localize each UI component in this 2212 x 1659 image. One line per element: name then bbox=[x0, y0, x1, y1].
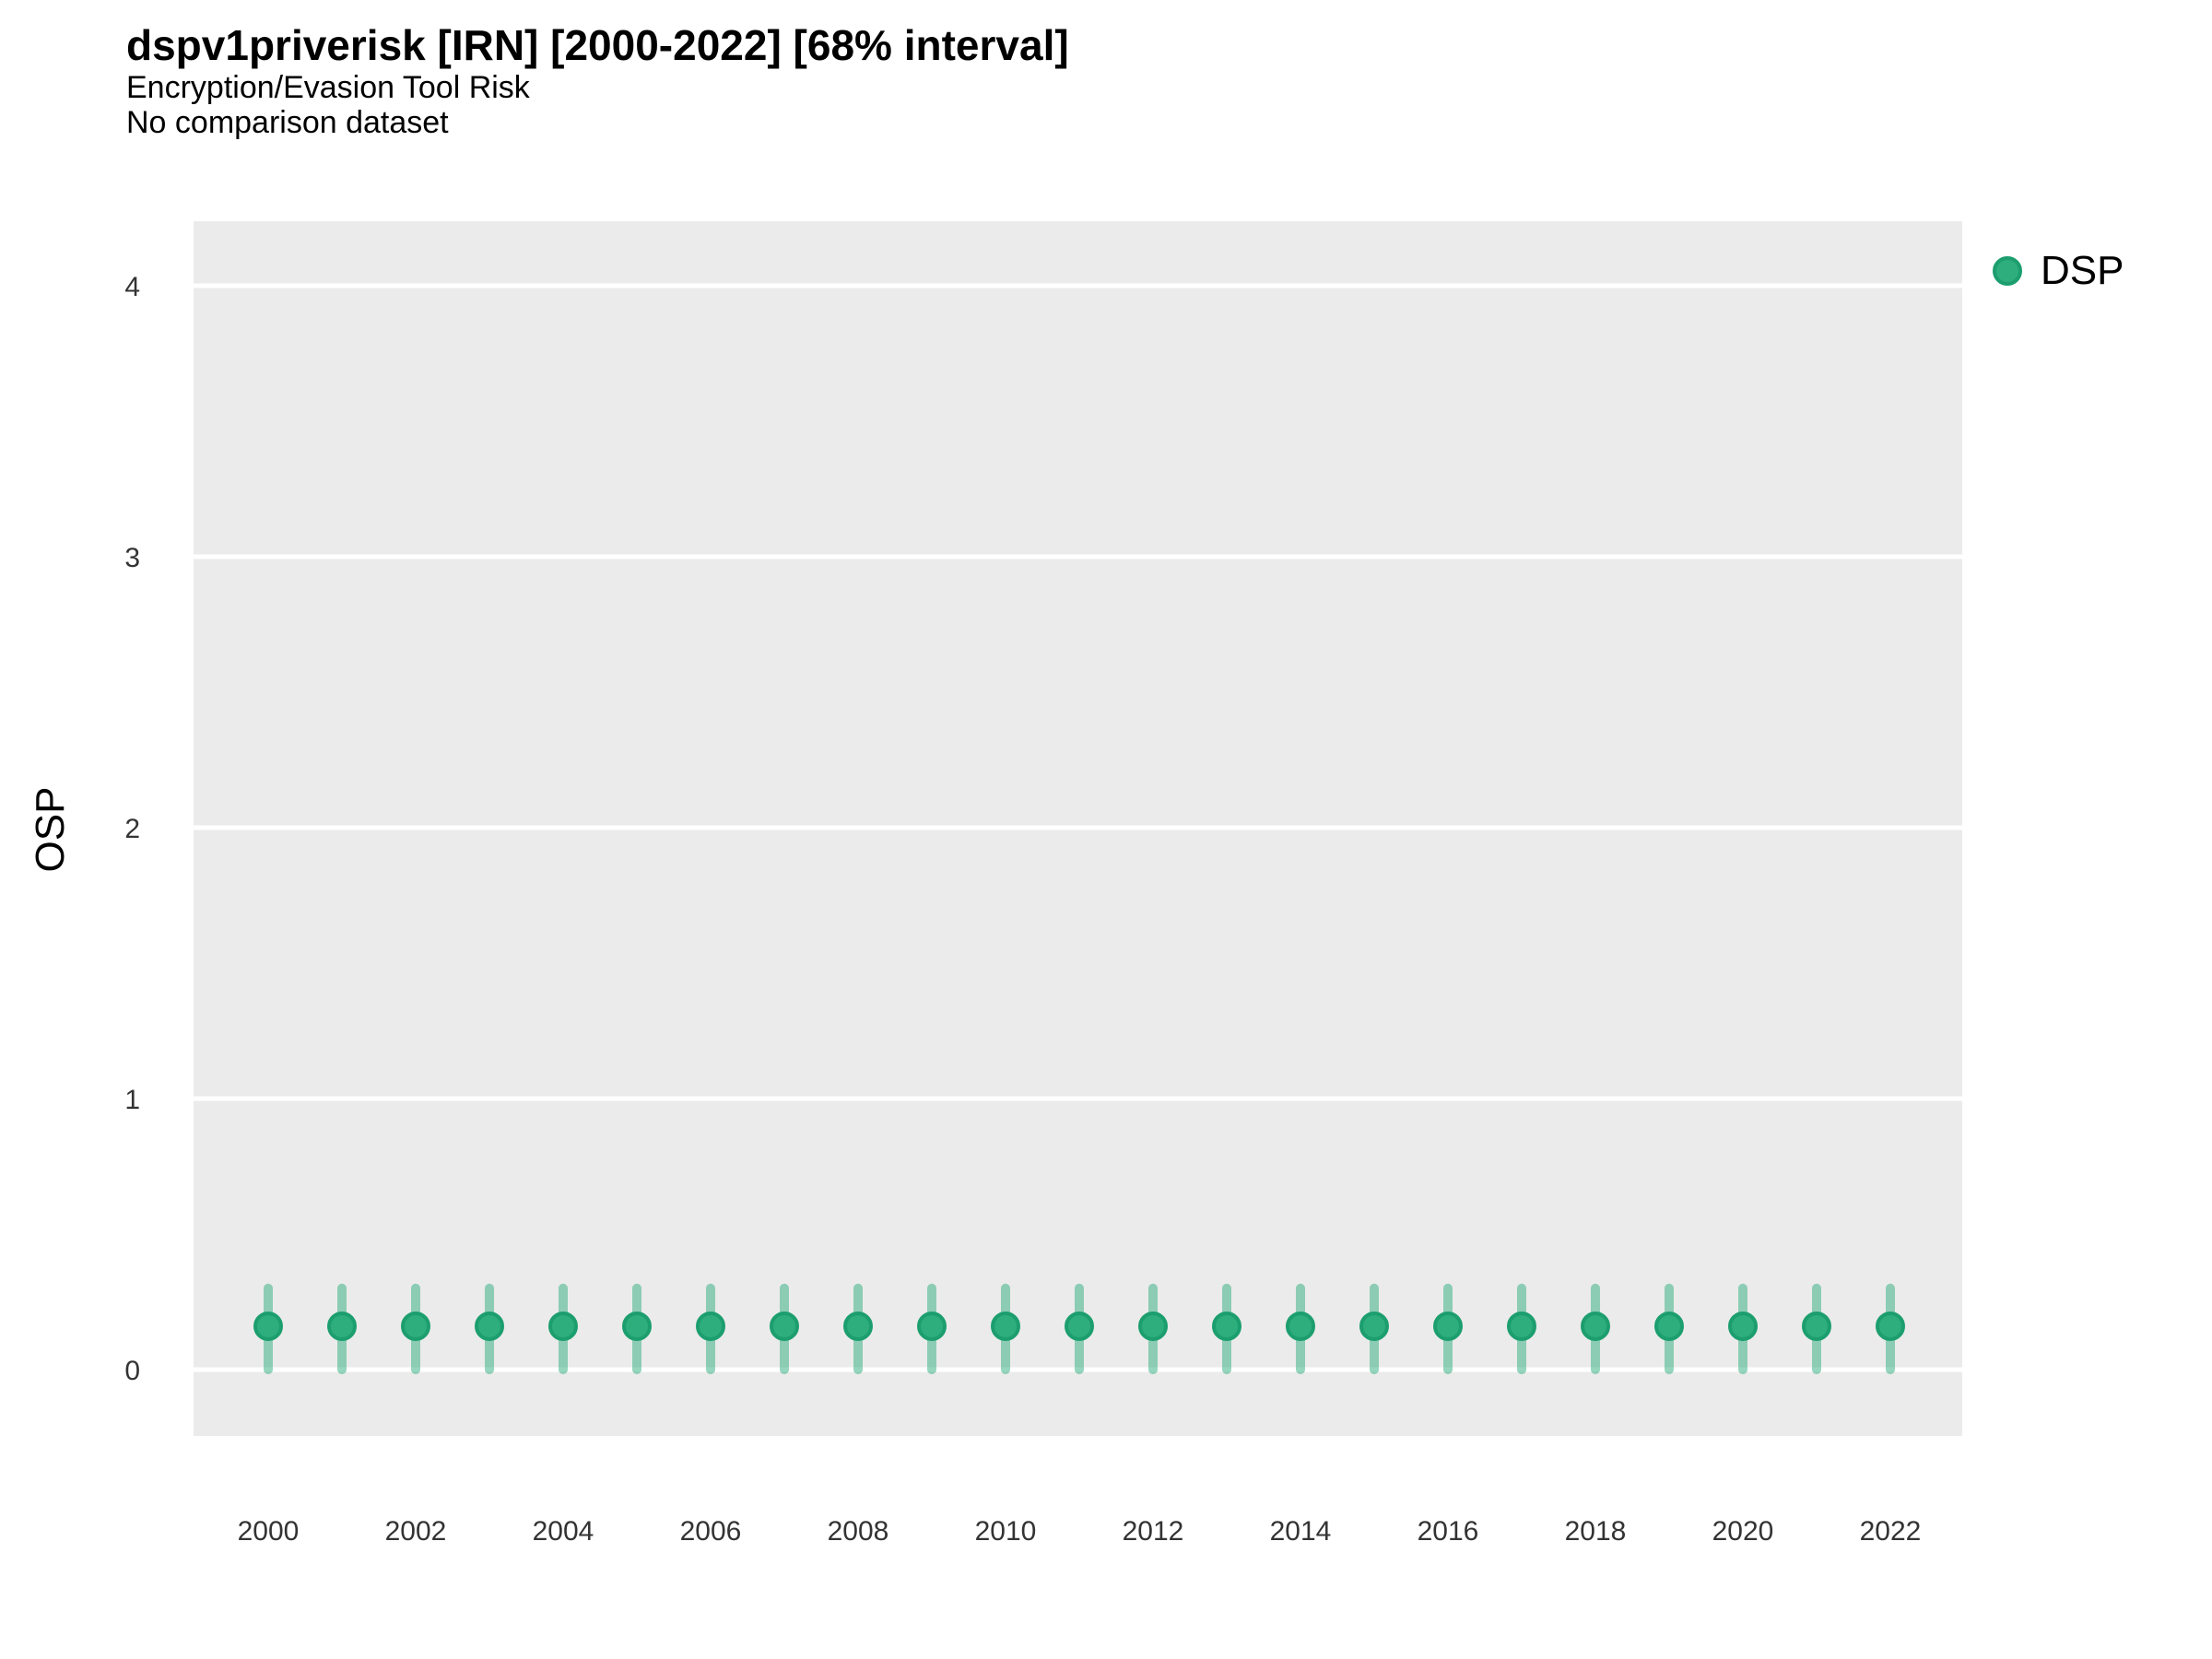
point-2021 bbox=[1802, 1311, 1831, 1341]
point-2004 bbox=[548, 1311, 578, 1341]
point-2003 bbox=[475, 1311, 504, 1341]
x-tick-label-2012: 2012 bbox=[1123, 1516, 1184, 1547]
x-tick-label-2008: 2008 bbox=[828, 1516, 889, 1547]
legend-label: DSP bbox=[2041, 248, 2124, 293]
chart-subtitle: Encryption/Evasion Tool Risk bbox=[126, 70, 530, 105]
y-tick-label-3: 3 bbox=[124, 543, 140, 573]
point-2019 bbox=[1654, 1311, 1684, 1341]
x-tick-label-2006: 2006 bbox=[680, 1516, 742, 1547]
point-2009 bbox=[917, 1311, 947, 1341]
y-tick-label-4: 4 bbox=[124, 272, 140, 302]
legend-point-icon bbox=[1993, 256, 2022, 286]
point-2013 bbox=[1212, 1311, 1241, 1341]
point-2002 bbox=[401, 1311, 430, 1341]
point-2022 bbox=[1876, 1311, 1905, 1341]
point-2007 bbox=[770, 1311, 799, 1341]
point-2018 bbox=[1581, 1311, 1610, 1341]
chart-title: dspv1priverisk [IRN] [2000-2022] [68% in… bbox=[126, 21, 1069, 69]
point-2014 bbox=[1286, 1311, 1315, 1341]
point-2011 bbox=[1065, 1311, 1094, 1341]
point-2015 bbox=[1359, 1311, 1389, 1341]
point-2005 bbox=[622, 1311, 652, 1341]
x-tick-label-2010: 2010 bbox=[975, 1516, 1037, 1547]
point-2016 bbox=[1433, 1311, 1463, 1341]
x-tick-label-2018: 2018 bbox=[1565, 1516, 1627, 1547]
point-2008 bbox=[843, 1311, 873, 1341]
point-2012 bbox=[1138, 1311, 1168, 1341]
point-2000 bbox=[253, 1311, 283, 1341]
y-tick-label-1: 1 bbox=[124, 1085, 140, 1115]
x-tick-label-2002: 2002 bbox=[385, 1516, 447, 1547]
point-2006 bbox=[696, 1311, 725, 1341]
x-tick-label-2004: 2004 bbox=[533, 1516, 594, 1547]
x-tick-label-2014: 2014 bbox=[1270, 1516, 1332, 1547]
x-tick-label-2020: 2020 bbox=[1712, 1516, 1774, 1547]
x-tick-label-2016: 2016 bbox=[1418, 1516, 1479, 1547]
point-2010 bbox=[991, 1311, 1020, 1341]
y-tick-label-2: 2 bbox=[124, 814, 140, 844]
point-2001 bbox=[327, 1311, 357, 1341]
y-tick-label-0: 0 bbox=[124, 1356, 140, 1386]
x-tick-label-2022: 2022 bbox=[1860, 1516, 1922, 1547]
legend: DSP bbox=[1989, 251, 2124, 291]
point-2020 bbox=[1728, 1311, 1758, 1341]
chart-note: No comparison dataset bbox=[126, 105, 449, 140]
x-tick-label-2000: 2000 bbox=[238, 1516, 300, 1547]
point-2017 bbox=[1507, 1311, 1536, 1341]
